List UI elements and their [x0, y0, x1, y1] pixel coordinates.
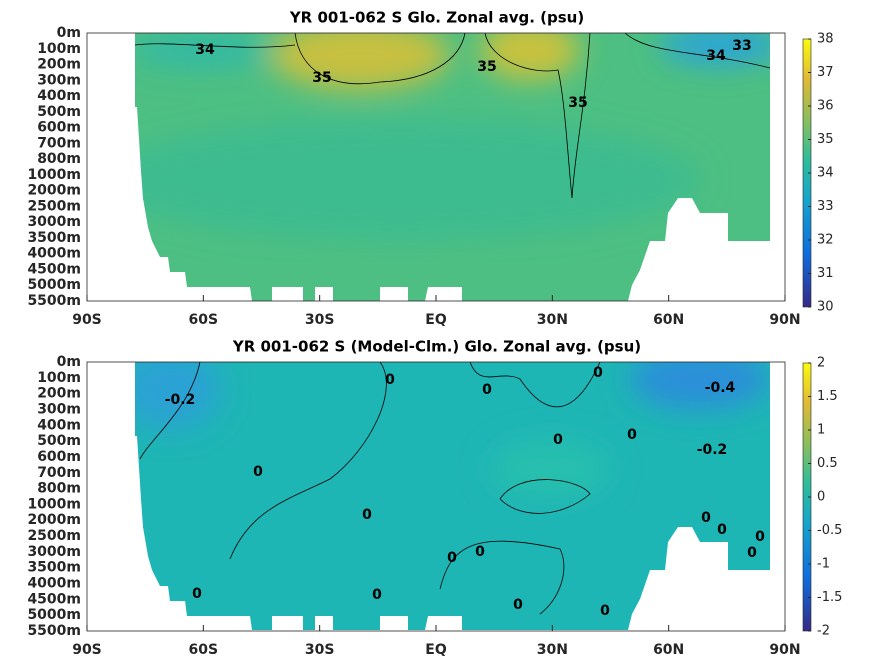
x-tick-label: 60S — [189, 642, 219, 656]
contour-label: 34 — [195, 42, 215, 58]
colorbar-tick-label: 38 — [817, 32, 834, 47]
x-tick-label: EQ — [425, 312, 447, 328]
contour-label: 0 — [372, 587, 382, 603]
y-tick-label: 100m — [37, 370, 81, 386]
y-tick-label: 500m — [37, 433, 81, 449]
colorbar-tick-label: 1.5 — [817, 389, 838, 404]
contour-label: 35 — [312, 70, 331, 86]
colorbar-tick-label: 2 — [817, 356, 825, 371]
contour-label: 0 — [362, 507, 372, 523]
y-tick-label: 500m — [37, 104, 81, 120]
y-tick-label: 600m — [37, 120, 81, 136]
colorbar-tick-label: 0 — [817, 490, 825, 505]
colorbar-tick-label: 1 — [817, 423, 825, 438]
y-tick-label: 2000m — [27, 183, 81, 199]
colorbar-tick-label: 37 — [817, 65, 834, 80]
contour-label: 0 — [253, 464, 263, 480]
colorbar-tick-label: 31 — [817, 266, 834, 281]
colorbar-tick-label: 32 — [817, 233, 834, 248]
y-tick-label: 1000m — [27, 496, 81, 512]
y-tick-label: 3500m — [27, 230, 81, 246]
y-tick-label: 5500m — [27, 293, 81, 309]
x-tick-label: 90S — [72, 312, 102, 328]
colorbar-tick-label: 35 — [817, 132, 834, 147]
contour-label: 0 — [447, 550, 457, 566]
contour-label: 33 — [732, 38, 751, 54]
colorbar-tick-label: 0.5 — [817, 456, 838, 471]
contour-label: 0 — [717, 522, 727, 538]
contour-label: 0 — [475, 544, 485, 560]
y-tick-label: 5000m — [27, 277, 81, 293]
y-tick-label: 400m — [37, 417, 81, 433]
colorbar-tick-label: 33 — [817, 199, 834, 214]
y-tick-label: 5000m — [27, 607, 81, 623]
chart-title: YR 001-062 S Glo. Zonal avg. (psu) — [289, 9, 584, 27]
y-tick-label: 200m — [37, 386, 81, 402]
x-tick-label: 30S — [305, 312, 335, 328]
contour-label: 0 — [513, 597, 523, 613]
panel-2-field — [135, 361, 770, 630]
y-tick-label: 200m — [37, 57, 81, 73]
contour-label: -0.4 — [705, 380, 736, 396]
y-tick-label: 5500m — [27, 623, 81, 639]
colorbar-tick-label: -1 — [817, 557, 830, 572]
colorbar-tick-label: -2 — [817, 624, 830, 639]
y-tick-label: 2500m — [27, 198, 81, 214]
y-tick-label: 3000m — [27, 544, 81, 560]
x-tick-label: 30N — [537, 312, 568, 328]
x-tick-label: 30N — [537, 642, 568, 656]
contour-label: 35 — [477, 59, 496, 75]
y-tick-label: 4500m — [27, 261, 81, 277]
x-tick-label: 60S — [189, 312, 219, 328]
x-tick-label: 90S — [72, 642, 102, 656]
y-tick-label: 2500m — [27, 528, 81, 544]
y-tick-label: 1000m — [27, 167, 81, 183]
y-tick-label: 0m — [57, 25, 81, 41]
y-tick-label: 3000m — [27, 214, 81, 230]
y-tick-label: 4000m — [27, 576, 81, 592]
contour-label: 0 — [192, 586, 202, 602]
contour-label: 0 — [600, 603, 610, 619]
contour-label: 34 — [706, 48, 726, 64]
x-tick-label: 90N — [769, 312, 800, 328]
colorbar-tick-label: -1.5 — [817, 590, 842, 605]
contour-label: 0 — [747, 545, 757, 561]
y-tick-label: 4000m — [27, 246, 81, 262]
x-tick-label: EQ — [425, 642, 447, 656]
y-tick-label: 4500m — [27, 591, 81, 607]
contour-label: 0 — [701, 510, 711, 526]
contour-label: -0.2 — [165, 392, 196, 408]
contour-label: 0 — [553, 432, 563, 448]
contour-label: 0 — [755, 529, 765, 545]
y-tick-label: 800m — [37, 481, 81, 497]
y-tick-label: 400m — [37, 88, 81, 104]
x-tick-label: 60N — [653, 312, 684, 328]
x-tick-label: 60N — [653, 642, 684, 656]
y-tick-label: 3500m — [27, 560, 81, 576]
contour-label: -0.2 — [697, 442, 728, 458]
contour-label: 0 — [627, 427, 637, 443]
y-tick-label: 0m — [57, 354, 81, 370]
colorbar-tick-label: 34 — [817, 166, 834, 181]
y-tick-label: 100m — [37, 41, 81, 57]
y-tick-label: 600m — [37, 449, 81, 465]
x-tick-label: 90N — [769, 642, 800, 656]
chart-title: YR 001-062 S (Model-Clm.) Glo. Zonal avg… — [232, 338, 641, 356]
contour-label: 35 — [568, 95, 587, 111]
contour-label: 0 — [482, 382, 492, 398]
x-tick-label: 30S — [305, 642, 335, 656]
panel-1-field — [134, 32, 771, 301]
y-tick-label: 2000m — [27, 512, 81, 528]
colorbar-tick-label: 30 — [817, 300, 834, 315]
y-tick-label: 800m — [37, 151, 81, 167]
contour-label: 0 — [385, 372, 395, 388]
y-tick-label: 700m — [37, 465, 81, 481]
contour-label: 0 — [593, 365, 603, 381]
y-tick-label: 300m — [37, 72, 81, 88]
y-tick-label: 300m — [37, 401, 81, 417]
colorbar-tick-label: 36 — [817, 99, 834, 114]
colorbar-tick-label: -0.5 — [817, 523, 842, 538]
y-tick-label: 700m — [37, 135, 81, 151]
